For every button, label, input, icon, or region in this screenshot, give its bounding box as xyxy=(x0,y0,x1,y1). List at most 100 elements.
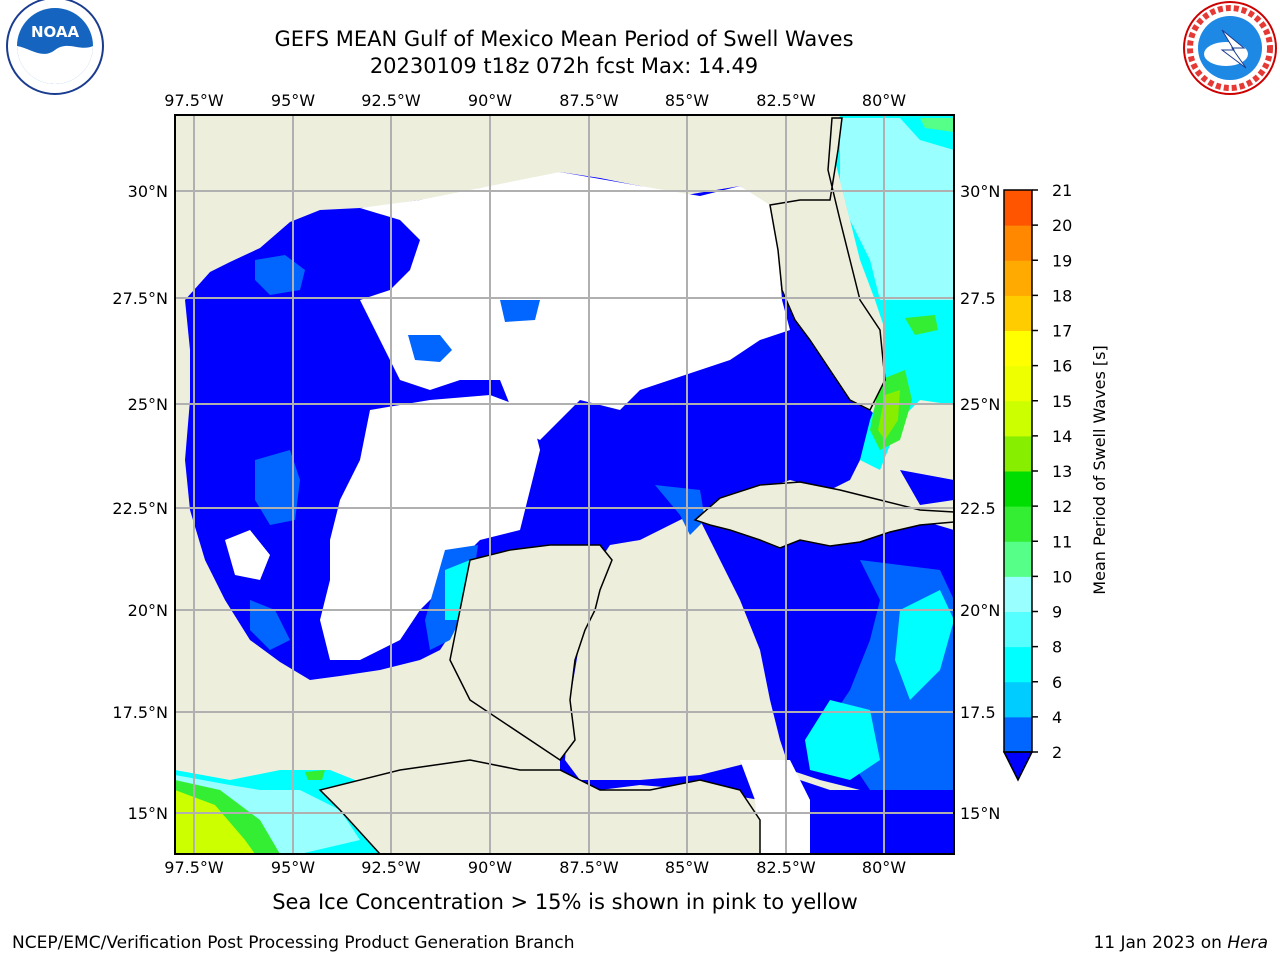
sea-ice-note: Sea Ice Concentration > 15% is shown in … xyxy=(272,890,858,914)
colorbar-segment xyxy=(1004,611,1032,648)
colorbar-tick-label: 2 xyxy=(1052,743,1062,762)
lon-label: 87.5°W xyxy=(559,91,619,110)
east-caribbean-blue xyxy=(900,470,954,505)
lon-label: 82.5°W xyxy=(756,858,816,877)
footer-date: 11 Jan 2023 on Hera xyxy=(1093,933,1268,953)
no-data-central xyxy=(320,395,540,660)
lon-label: 80°W xyxy=(862,91,906,110)
swell-patch xyxy=(255,450,300,525)
colorbar-tick-label: 14 xyxy=(1052,427,1072,446)
colorbar-segment xyxy=(1004,646,1032,683)
noaa-logo: NOAA xyxy=(6,0,104,95)
lat-label: 30°N xyxy=(128,182,168,201)
lon-label: 85°W xyxy=(665,91,709,110)
florida xyxy=(769,117,886,412)
map-title: GEFS MEAN Gulf of Mexico Mean Period of … xyxy=(274,27,854,51)
colorbar-segment xyxy=(1004,541,1032,577)
footer-credit: NCEP/EMC/Verification Post Processing Pr… xyxy=(12,933,575,953)
lon-labels-top: 97.5°W 95°W 92.5°W 90°W 87.5°W 85°W 82.5… xyxy=(164,91,906,110)
colorbar-segment xyxy=(1004,365,1032,402)
lat-labels-left: 30°N 27.5°N 25°N 22.5°N 20°N 17.5°N 15°N xyxy=(112,182,168,823)
colorbar-segment xyxy=(1004,260,1032,296)
colorbar-segment xyxy=(1004,506,1032,542)
swell-patch xyxy=(445,560,470,620)
lat-label: 25°N xyxy=(960,395,1000,414)
footer-host: Hera xyxy=(1227,933,1268,953)
lat-label: 22.5 xyxy=(960,499,996,518)
lat-label: 30°N xyxy=(960,182,1000,201)
colorbar-segment xyxy=(1004,716,1032,753)
colorbar-tick-label: 4 xyxy=(1052,708,1062,727)
lat-label: 20°N xyxy=(128,601,168,620)
colorbar-segment xyxy=(1004,295,1032,331)
colorbar-tick-label: 6 xyxy=(1052,673,1062,692)
lat-label: 15°N xyxy=(128,804,168,823)
lon-label: 85°W xyxy=(665,858,709,877)
lon-label: 80°W xyxy=(862,858,906,877)
atlantic-green xyxy=(920,118,954,132)
lat-label: 20°N xyxy=(960,601,1000,620)
gulf-water xyxy=(185,172,954,854)
colorbar-tick-label: 9 xyxy=(1052,603,1062,622)
colorbar-segment xyxy=(1004,400,1032,437)
lat-label: 27.5 xyxy=(960,289,996,308)
lat-label: 27.5°N xyxy=(112,289,168,308)
lon-labels-bottom: 97.5°W 95°W 92.5°W 90°W 87.5°W 85°W 82.5… xyxy=(164,858,906,877)
atlantic-water-light xyxy=(840,118,954,300)
map-panel xyxy=(175,115,954,854)
colorbar-segment xyxy=(1004,576,1032,612)
colorbar-tick-label: 21 xyxy=(1052,181,1072,200)
lon-label: 95°W xyxy=(271,858,315,877)
lat-label: 17.5°N xyxy=(112,703,168,722)
colorbar-tick-label: 15 xyxy=(1052,392,1072,411)
colorbar-tick-label: 20 xyxy=(1052,216,1072,235)
swell-patch xyxy=(250,600,290,650)
colorbar-tick-label: 13 xyxy=(1052,462,1072,481)
colorbar-tick-label: 8 xyxy=(1052,638,1062,657)
lon-label: 92.5°W xyxy=(361,858,421,877)
swell-patch xyxy=(408,335,452,362)
lon-label: 90°W xyxy=(468,858,512,877)
lon-label: 97.5°W xyxy=(164,91,224,110)
no-data-north xyxy=(360,172,790,440)
colorbar-segment xyxy=(1004,330,1032,367)
colorbar-tick-label: 19 xyxy=(1052,251,1072,270)
swell-patch xyxy=(895,590,954,700)
bahamas-green xyxy=(905,315,938,335)
lon-label: 82.5°W xyxy=(756,91,816,110)
lon-label: 90°W xyxy=(468,91,512,110)
lat-label: 15°N xyxy=(960,804,1000,823)
colorbar: 2 4 6 8 9 10 11 12 13 14 15 16 17 18 19 20 21 xyxy=(1002,181,1072,782)
colorbar-segment xyxy=(1004,471,1032,507)
no-data-west xyxy=(225,530,270,580)
colorbar-tick-label: 17 xyxy=(1052,322,1072,341)
map-subtitle: 20230109 t18z 072h fcst Max: 14.49 xyxy=(369,54,759,78)
lat-label: 25°N xyxy=(128,395,168,414)
noaa-logo-text: NOAA xyxy=(31,23,80,41)
colorbar-segment xyxy=(1004,225,1032,261)
colorbar-tick-label: 12 xyxy=(1052,497,1072,516)
lon-label: 97.5°W xyxy=(164,858,224,877)
pacific-green-small xyxy=(305,770,325,780)
map-border xyxy=(174,114,955,855)
colorbar-tick-label: 18 xyxy=(1052,286,1072,305)
lat-label: 22.5°N xyxy=(112,499,168,518)
graticule xyxy=(175,115,954,854)
lon-label: 87.5°W xyxy=(559,858,619,877)
swell-patch xyxy=(500,300,540,322)
colorbar-tick-label: 10 xyxy=(1052,567,1072,586)
lon-label: 92.5°W xyxy=(361,91,421,110)
colorbar-segment xyxy=(1004,190,1032,226)
colorbar-label: Mean Period of Swell Waves [s] xyxy=(1090,345,1109,594)
lat-label: 17.5 xyxy=(960,703,996,722)
lon-label: 95°W xyxy=(271,91,315,110)
colorbar-tick-label: 11 xyxy=(1052,532,1072,551)
lat-labels-right: 30°N 27.5 25°N 22.5 20°N 17.5 15°N xyxy=(960,182,1000,823)
swell-patch xyxy=(655,485,705,535)
colorbar-segment xyxy=(1004,435,1032,472)
no-data-east-caribbean xyxy=(740,760,810,854)
cuba xyxy=(693,481,954,549)
nws-logo xyxy=(1183,1,1277,95)
colorbar-segment xyxy=(1004,681,1032,718)
